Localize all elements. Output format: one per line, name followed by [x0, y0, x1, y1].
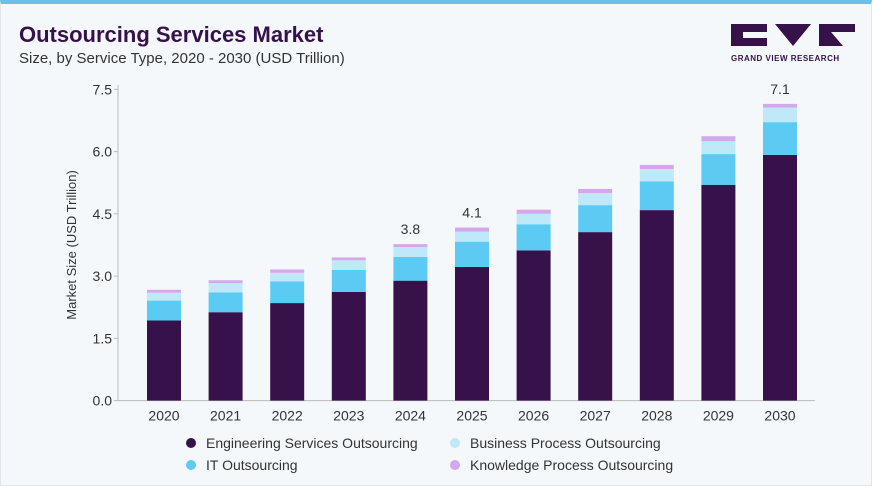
- bar-segment: [763, 154, 797, 401]
- y-tick-label: 1.5: [93, 330, 113, 346]
- bar-segment: [701, 136, 736, 142]
- bar-segment: [701, 141, 736, 155]
- bar-segment: [393, 280, 428, 401]
- legend-swatch: [450, 438, 460, 448]
- bar-segment: [763, 103, 797, 108]
- y-tick-label: 3.0: [93, 268, 113, 284]
- bar-segment: [578, 188, 613, 194]
- data-label: 4.1: [462, 205, 482, 221]
- bar-segment: [516, 209, 551, 214]
- legend-item-it: IT Outsourcing: [186, 457, 298, 473]
- bar-segment: [701, 154, 736, 185]
- bar-segment: [147, 320, 181, 401]
- y-tick-label: 6.0: [93, 144, 113, 160]
- bar-segment: [331, 257, 366, 261]
- legend-swatch: [450, 460, 460, 470]
- x-tick-label: 2022: [272, 408, 303, 424]
- bar-segment: [455, 227, 489, 232]
- bar-segment: [331, 291, 366, 401]
- bar-segment: [516, 250, 551, 401]
- bar-segment: [639, 164, 674, 170]
- bar-segment: [393, 257, 428, 281]
- x-tick-label: 2024: [395, 408, 426, 424]
- bar-segment: [578, 205, 613, 233]
- bar-segment: [639, 181, 674, 211]
- bar-segment: [331, 260, 366, 270]
- legend-item-eso: Engineering Services Outsourcing: [186, 435, 418, 451]
- bar-segment: [763, 122, 797, 155]
- x-tick-label: 2023: [333, 408, 364, 424]
- bar-segment: [393, 247, 428, 258]
- bar-segment: [393, 244, 428, 248]
- bar-segment: [455, 241, 489, 267]
- x-tick-label: 2030: [764, 408, 795, 424]
- y-tick-label: 4.5: [93, 206, 113, 222]
- bar-segment: [270, 269, 305, 273]
- legend-swatch: [186, 460, 196, 470]
- bar-segment: [578, 193, 613, 206]
- legend-item-kpo: Knowledge Process Outsourcing: [450, 457, 673, 473]
- bar-segment: [455, 266, 489, 401]
- bar-segment: [701, 184, 736, 401]
- x-tick-label: 2021: [210, 408, 241, 424]
- legend-item-bpo: Business Process Outsourcing: [450, 435, 661, 451]
- bar-segment: [331, 269, 366, 292]
- x-tick-label: 2027: [580, 408, 611, 424]
- x-tick-label: 2029: [703, 408, 734, 424]
- grand-view-research-logo: GRAND VIEW RESEARCH: [731, 24, 855, 63]
- logo-text: GRAND VIEW RESEARCH: [731, 54, 840, 63]
- bar-segment: [639, 210, 674, 401]
- bar-segment: [516, 224, 551, 251]
- bar-segment: [270, 272, 305, 282]
- bar-segment: [208, 292, 243, 313]
- legend-label: IT Outsourcing: [206, 457, 298, 473]
- bar-segment: [639, 169, 674, 182]
- x-tick-label: 2028: [641, 408, 672, 424]
- bar-segment: [763, 107, 797, 123]
- legend-swatch: [186, 438, 196, 448]
- bar-segment: [270, 303, 305, 401]
- x-tick-label: 2020: [148, 408, 179, 424]
- legend-label: Business Process Outsourcing: [470, 435, 661, 451]
- bar-segment: [208, 280, 243, 284]
- logo-mark-icon: [731, 24, 855, 46]
- y-axis-label: Market Size (USD Trillion): [64, 170, 79, 320]
- chart-subtitle: Size, by Service Type, 2020 - 2030 (USD …: [19, 50, 345, 67]
- bar-segment: [147, 300, 181, 321]
- bar-segment: [208, 283, 243, 293]
- bar-segment: [208, 312, 243, 401]
- x-tick-label: 2026: [518, 408, 549, 424]
- chart-title: Outsourcing Services Market: [19, 22, 324, 47]
- bar-segment: [455, 231, 489, 242]
- bar-segment: [270, 281, 305, 304]
- legend-label: Engineering Services Outsourcing: [206, 435, 418, 451]
- bar-segment: [578, 232, 613, 401]
- x-tick-label: 2025: [456, 408, 487, 424]
- data-label: 3.8: [401, 221, 421, 237]
- data-label: 7.1: [770, 81, 790, 97]
- y-tick-label: 0.0: [93, 393, 113, 409]
- bar-segment: [147, 292, 181, 301]
- y-tick-label: 7.5: [93, 81, 113, 97]
- legend-label: Knowledge Process Outsourcing: [470, 457, 674, 473]
- bar-segment: [516, 213, 551, 225]
- bar-segment: [147, 289, 181, 293]
